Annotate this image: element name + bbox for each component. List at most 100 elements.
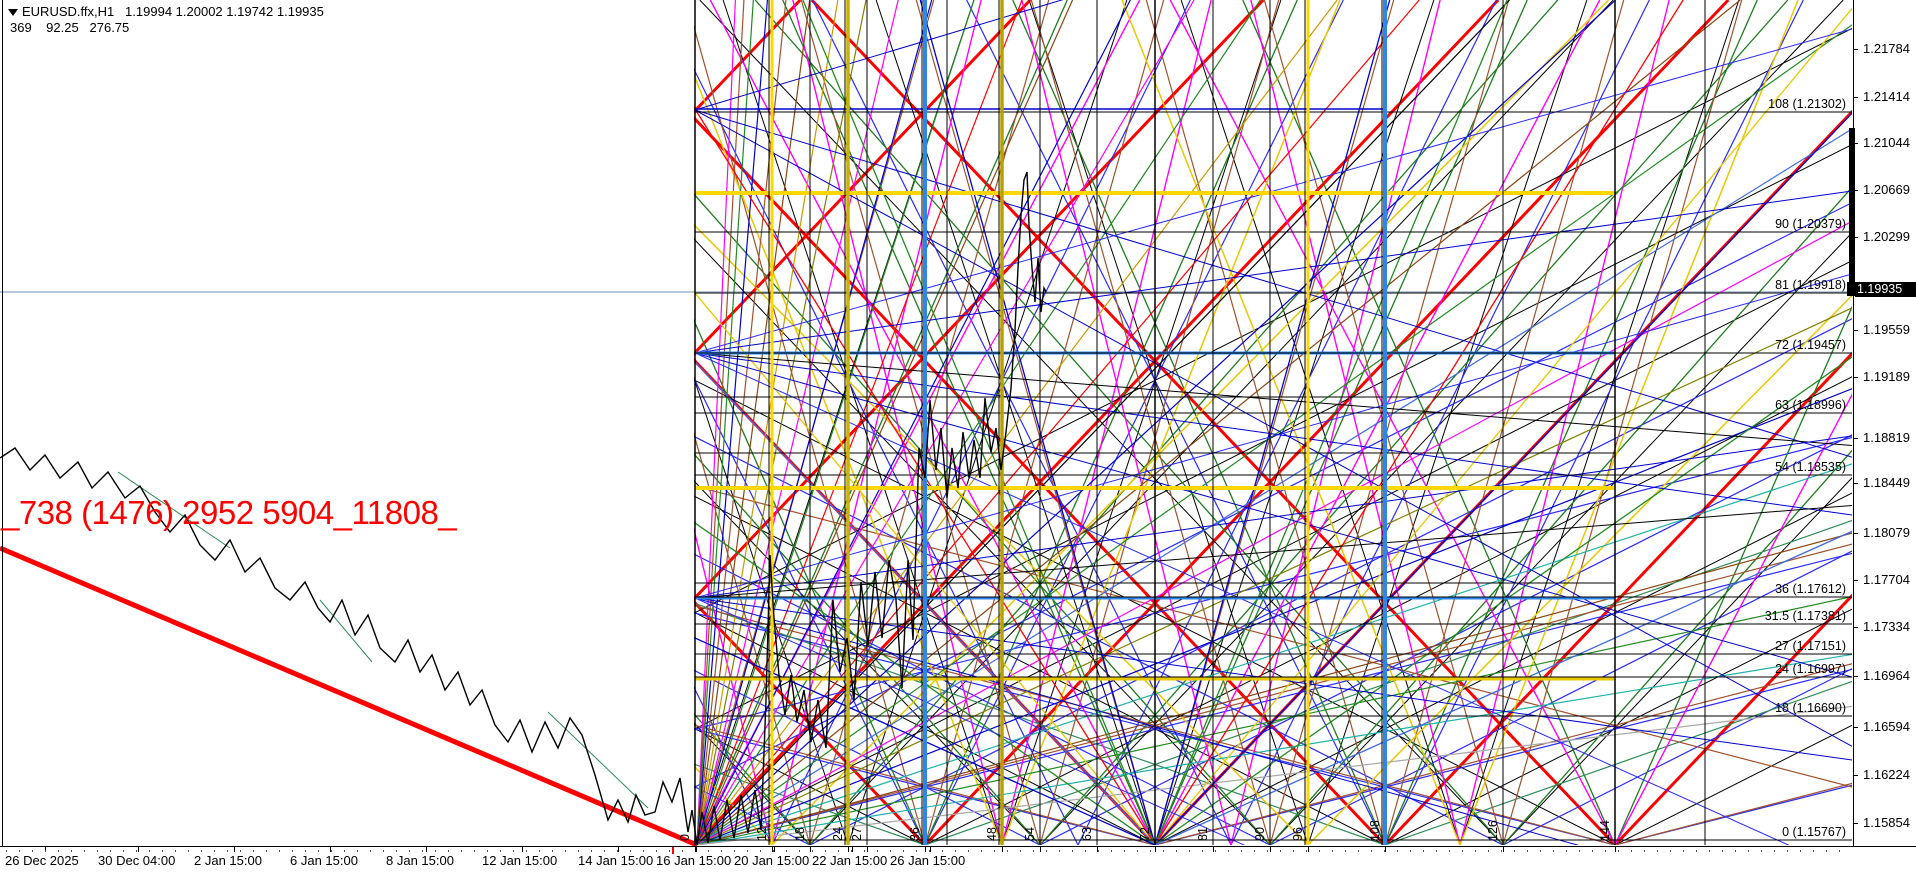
gann-unit-tick <box>1270 847 1271 852</box>
time-axis-label: 2 Jan 15:00 <box>194 853 262 868</box>
price-axis-tick <box>1854 627 1858 628</box>
time-axis-minor-tick <box>1176 850 1177 852</box>
gann-diagonal <box>1269 0 1510 845</box>
gann-fan-ray <box>694 521 1156 845</box>
time-axis-minor-tick <box>734 850 735 852</box>
price-axis-tick <box>1854 676 1858 677</box>
gann-fan-ray <box>696 220 1852 845</box>
time-axis-minor-tick <box>474 850 475 852</box>
price-series-layer <box>0 171 1047 846</box>
time-axis[interactable]: 26 Dec 2025 30 Dec 04:00 2 Jan 15:00 6 Jan … <box>0 846 1916 874</box>
gann-unit-label: 54 <box>1023 827 1037 841</box>
gann-fan-ray <box>802 0 1156 845</box>
price-axis-label: 1.20299 <box>1863 229 1910 244</box>
gann-diagonal <box>924 0 1165 845</box>
time-axis-tick <box>138 847 139 852</box>
time-axis-minor-tick <box>617 850 618 852</box>
time-axis-minor-tick <box>1696 850 1697 852</box>
time-axis-minor-tick <box>1761 850 1762 852</box>
gann-diagonal <box>694 763 926 845</box>
gann-diagonal <box>694 193 1271 845</box>
gann-fan-ray <box>1154 7 1852 845</box>
time-axis-minor-tick <box>1358 850 1359 852</box>
gann-diagonal <box>875 0 1156 845</box>
time-axis-minor-tick <box>1189 850 1190 852</box>
gann-unit-label: 36 <box>908 827 922 841</box>
gann-unit-tick <box>867 847 868 852</box>
time-axis-minor-tick <box>929 850 930 852</box>
time-axis-minor-tick <box>864 850 865 852</box>
gann-diagonal <box>694 144 1852 730</box>
gann-vertex-ray <box>694 109 1852 747</box>
gann-diagonal <box>1154 0 1528 845</box>
gann-diagonal <box>754 0 1504 845</box>
gann-diagonal <box>694 844 696 845</box>
gann-diagonal <box>1039 0 1844 845</box>
gann-diagonal <box>0 0 235 845</box>
gann-unit-tick <box>1503 847 1504 852</box>
time-axis-minor-tick <box>1033 850 1034 852</box>
gann-diagonal <box>1459 0 1740 845</box>
gann-diagonal <box>699 0 1504 845</box>
time-axis-minor-tick <box>1410 850 1411 852</box>
gann-level-label: 0 (1.15767) <box>1782 825 1846 839</box>
time-axis-minor-tick <box>58 850 59 852</box>
gann-diagonal <box>0 0 227 845</box>
symbol-ohlc-header: EURUSD.ffx,H1 1.19994 1.20002 1.19742 1.… <box>22 4 324 19</box>
time-axis-minor-tick <box>1046 850 1047 852</box>
gann-diagonal <box>966 0 1386 845</box>
gann-diagonal <box>694 480 1041 845</box>
time-axis-minor-tick <box>1709 850 1710 852</box>
gann-diagonal <box>694 319 926 845</box>
price-axis-tick <box>1854 438 1858 439</box>
price-line-series <box>0 171 1047 846</box>
gann-level-label: 36 (1.17612) <box>1775 582 1846 596</box>
time-axis-tick <box>234 847 235 852</box>
gann-diagonal <box>694 495 1386 845</box>
time-axis-minor-tick <box>630 850 631 852</box>
gann-unit-tick <box>1308 847 1309 852</box>
price-axis-tick <box>1854 143 1858 144</box>
gann-diagonal <box>809 318 1852 845</box>
time-axis-minor-tick <box>1267 850 1268 852</box>
gann-vertex-ray <box>694 597 1246 845</box>
time-axis-minor-tick <box>409 850 410 852</box>
gann-unit-tick <box>1097 847 1098 852</box>
gann-diagonal <box>694 844 696 845</box>
gann-vertex-ray <box>694 0 1064 111</box>
gann-diagonal <box>1028 0 1309 845</box>
time-axis-minor-tick <box>1683 850 1684 852</box>
gann-diagonal <box>1230 0 1650 845</box>
price-axis-tick <box>1854 377 1858 378</box>
gann-diagonal <box>694 599 927 845</box>
time-axis-minor-tick <box>344 850 345 852</box>
time-axis-minor-tick <box>461 850 462 852</box>
gann-fan-ray <box>1154 0 1684 845</box>
time-axis-minor-tick <box>1787 850 1788 852</box>
gann-diagonal <box>694 0 1032 356</box>
time-axis-minor-tick <box>643 850 644 852</box>
gann-diagonal <box>1502 449 1852 845</box>
time-axis-label: 12 Jan 15:00 <box>482 853 558 868</box>
time-axis-minor-tick <box>435 850 436 852</box>
gann-unit-label: 108 <box>1368 820 1382 841</box>
time-axis-minor-tick <box>1059 850 1060 852</box>
price-axis[interactable]: 1.19935 1.21784 1.21414 1.21044 1.20669 1.20… <box>1847 0 1916 874</box>
price-axis-tick <box>1854 823 1858 824</box>
gann-fan-ray <box>696 0 737 845</box>
gann-fan-ray <box>1154 112 1852 845</box>
time-axis-tick <box>696 847 697 852</box>
price-axis-label: 1.21044 <box>1863 135 1910 150</box>
gann-fan-ray <box>696 0 839 845</box>
gann-diagonal <box>792 0 1003 845</box>
time-axis-minor-tick <box>396 850 397 852</box>
gann-level-label: 27 (1.17151) <box>1775 639 1846 653</box>
gann-unit-label: 144 <box>1598 820 1612 841</box>
gann-vertex-ray <box>694 597 1579 845</box>
gann-level-label: 108 (1.21302) <box>1768 97 1846 111</box>
price-axis-label: 1.21784 <box>1863 41 1910 56</box>
time-axis-minor-tick <box>1475 850 1476 852</box>
time-axis-minor-tick <box>318 850 319 852</box>
